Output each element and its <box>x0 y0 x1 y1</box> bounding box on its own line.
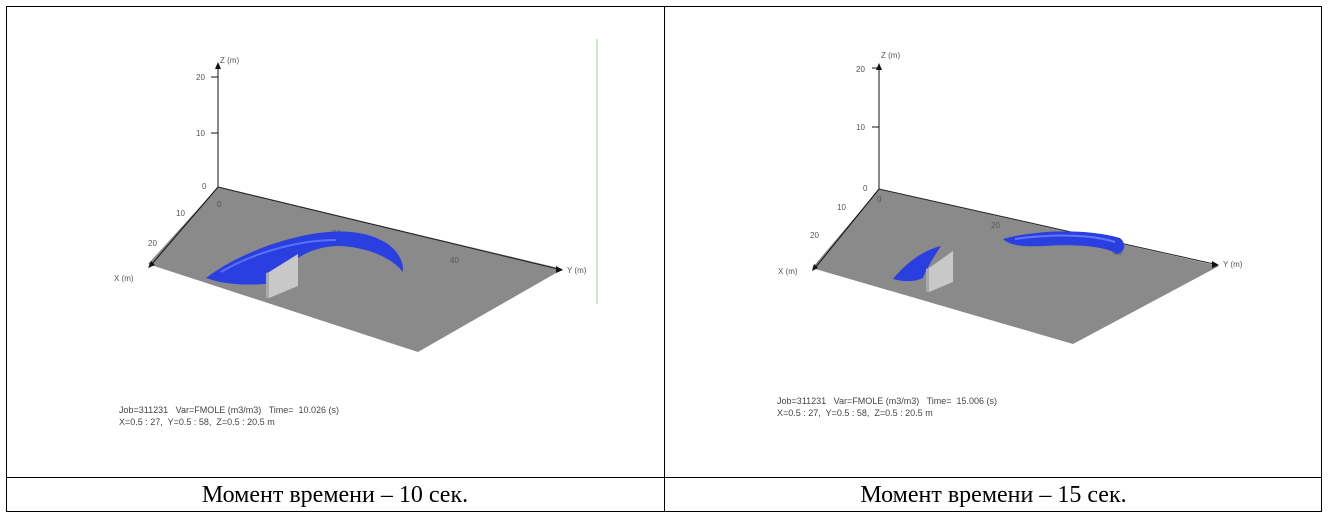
z-axis-label: Z (m) <box>220 56 239 65</box>
x-tick-20: 20 <box>810 231 819 240</box>
info-line-2: X=0.5 : 27, Y=0.5 : 58, Z=0.5 : 20.5 m <box>777 408 933 418</box>
simulation-plot-right: Z (m) 20 10 0 10 20 X (m) 0 20 40 Y (m) <box>778 51 1243 344</box>
info-line-1: Job=311231 Var=FMOLE (m3/m3) Time= 15.00… <box>777 396 998 406</box>
x-axis <box>814 188 880 269</box>
y-axis-label: Y (m) <box>567 266 587 275</box>
barrier-wall <box>929 251 953 292</box>
z-tick-10: 10 <box>196 129 205 138</box>
info-line-2: X=0.5 : 27, Y=0.5 : 58, Z=0.5 : 20.5 m <box>119 417 275 427</box>
x-axis-label: X (m) <box>114 274 134 283</box>
table-row-divider <box>6 477 1322 478</box>
y-axis <box>217 186 559 270</box>
z-tick-10: 10 <box>856 123 865 132</box>
caption-right: Момент времени – 15 сек. <box>860 482 1127 508</box>
y-tick-0: 0 <box>877 195 882 204</box>
gas-cloud-near <box>893 246 941 282</box>
table-column-divider <box>664 6 665 512</box>
y-tick-20: 20 <box>991 221 1000 230</box>
ground-plane <box>148 187 563 352</box>
ground-plane <box>812 189 1219 344</box>
z-tick-0: 0 <box>863 184 868 193</box>
figure-table: Z (m) 20 10 0 10 20 X (m) 0 20 40 Y (m) … <box>6 6 1322 512</box>
panel-left-figure: Z (m) 20 10 0 10 20 X (m) 0 20 40 Y (m) … <box>6 6 664 477</box>
z-axis-label: Z (m) <box>881 51 900 60</box>
x-tick-10: 10 <box>837 203 846 212</box>
z-tick-20: 20 <box>196 73 205 82</box>
info-line-1: Job=311231 Var=FMOLE (m3/m3) Time= 10.02… <box>119 405 340 415</box>
x-tick-20: 20 <box>148 239 157 248</box>
y-axis-label: Y (m) <box>1223 260 1243 269</box>
y-tick-0: 0 <box>217 200 222 209</box>
y-axis <box>878 188 1215 265</box>
x-axis-label: X (m) <box>778 267 798 276</box>
barrier-wall <box>269 254 298 298</box>
simulation-plot-left: Z (m) 20 10 0 10 20 X (m) 0 20 40 Y (m) <box>114 39 598 352</box>
caption-left: Момент времени – 10 сек. <box>201 482 469 508</box>
x-axis <box>150 186 219 266</box>
gas-cloud <box>206 231 404 285</box>
z-tick-20: 20 <box>856 65 865 74</box>
panel-right-figure: Z (m) 20 10 0 10 20 X (m) 0 20 40 Y (m) <box>665 6 1322 477</box>
x-tick-10: 10 <box>176 209 185 218</box>
y-tick-40: 40 <box>450 256 459 265</box>
z-tick-0: 0 <box>202 182 207 191</box>
z-axis-arrow <box>215 62 221 69</box>
